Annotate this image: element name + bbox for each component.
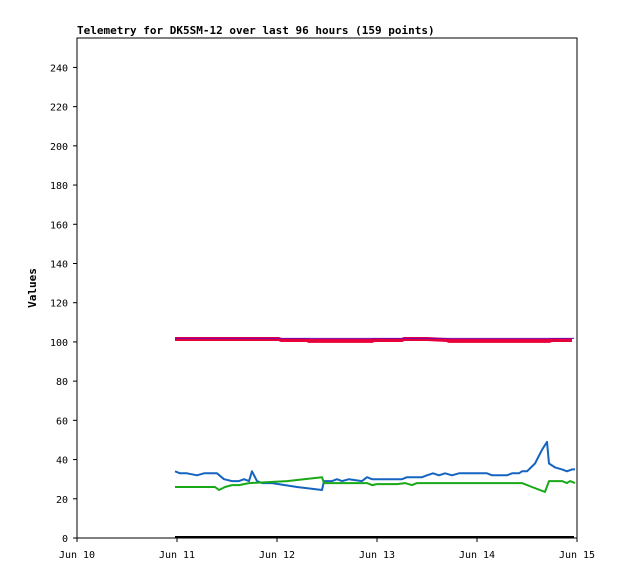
y-tick-label: 140: [50, 259, 68, 270]
x-tick-label: Jun 10: [59, 550, 95, 561]
y-tick-label: 20: [56, 495, 68, 506]
y-axis-label: Values: [26, 268, 39, 308]
x-tick-label: Jun 14: [459, 550, 495, 561]
chart-title: Telemetry for DK5SM-12 over last 96 hour…: [77, 24, 435, 37]
x-tick-label: Jun 12: [259, 550, 295, 561]
y-axis: 0 20 40 60 80 100 120 140 160 180 200 220 240: [50, 63, 77, 545]
series-line-3: [174, 440, 575, 491]
y-tick-label: 220: [50, 103, 68, 114]
y-tick-label: 100: [50, 338, 68, 349]
y-tick-label: 240: [50, 63, 68, 74]
series-layer: [174, 337, 576, 538]
y-tick-label: 0: [62, 534, 68, 545]
x-axis: Jun 10 Jun 11 Jun 12 Jun 13 Jun 14 Jun 15: [59, 538, 595, 561]
y-tick-label: 80: [56, 377, 68, 388]
y-tick-label: 180: [50, 181, 68, 192]
y-tick-label: 160: [50, 220, 68, 231]
y-tick-label: 120: [50, 299, 68, 310]
series-line-1: [175, 337, 572, 343]
y-tick-label: 60: [56, 416, 68, 427]
series-line-4: [175, 476, 576, 493]
x-tick-label: Jun 15: [559, 550, 595, 561]
y-tick-label: 40: [56, 456, 68, 467]
x-tick-label: Jun 13: [359, 550, 395, 561]
x-tick-label: Jun 11: [159, 550, 195, 561]
plot-area: [76, 37, 578, 539]
y-tick-label: 200: [50, 142, 68, 153]
